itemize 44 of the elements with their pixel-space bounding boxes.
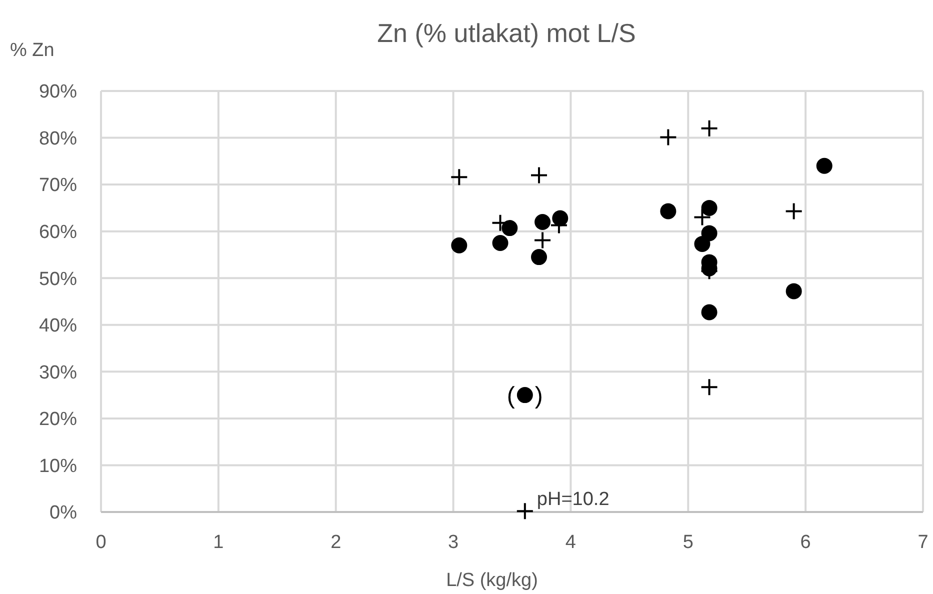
x-tick-label: 2 xyxy=(330,532,342,553)
point xyxy=(700,378,718,396)
point xyxy=(701,304,718,320)
point xyxy=(534,214,551,230)
y-tick-label: 80% xyxy=(38,128,78,150)
y-tick-label: 0% xyxy=(50,502,78,524)
point xyxy=(450,168,468,186)
y-tick-label: 40% xyxy=(38,316,78,337)
y-tick-label: 90% xyxy=(38,82,78,103)
y-tick-label: 10% xyxy=(38,456,78,477)
chart-title: Zn (% utlakat) mot L/S xyxy=(377,18,636,48)
x-tick-label: 5 xyxy=(682,532,694,553)
x-axis-title: L/S (kg/kg) xyxy=(446,570,538,591)
x-tick-label: 6 xyxy=(800,532,811,553)
y-tick-label: 60% xyxy=(38,222,78,243)
annotation: ( ) xyxy=(506,382,543,410)
point xyxy=(693,208,712,226)
point xyxy=(659,128,678,146)
point xyxy=(694,236,710,252)
point xyxy=(701,200,718,216)
point xyxy=(530,166,548,184)
point xyxy=(516,502,534,520)
x-tick-label: 1 xyxy=(213,532,224,553)
point xyxy=(660,203,676,220)
point xyxy=(492,235,508,252)
y-tick-label: 50% xyxy=(38,268,78,290)
point xyxy=(451,237,468,254)
y-axis-title: % Zn xyxy=(10,40,54,61)
point xyxy=(502,220,518,236)
point xyxy=(516,387,533,404)
point xyxy=(700,119,718,138)
x-tick-label: 0 xyxy=(96,532,106,553)
point xyxy=(784,202,803,220)
y-tick-label: 70% xyxy=(38,175,78,196)
point xyxy=(534,231,552,250)
y-tick-label: 20% xyxy=(38,409,78,430)
point xyxy=(816,158,832,174)
annotation: pH=10.2 xyxy=(536,489,610,510)
x-tick-label: 3 xyxy=(448,532,459,553)
y-tick-label: 30% xyxy=(38,362,78,384)
point xyxy=(786,283,802,300)
x-tick-label: 7 xyxy=(918,532,928,553)
x-tick-label: 4 xyxy=(565,532,576,553)
point xyxy=(531,249,548,266)
